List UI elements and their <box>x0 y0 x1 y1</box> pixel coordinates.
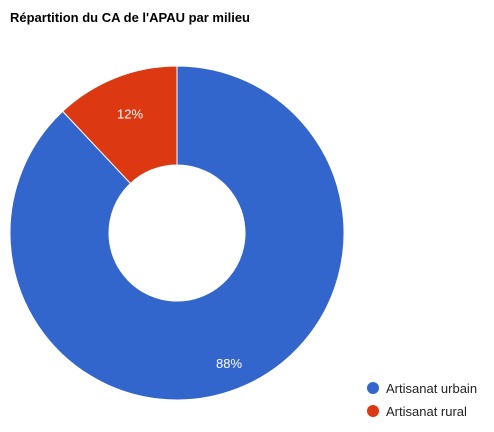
slice-label-rural: 12% <box>117 106 143 121</box>
legend-swatch-rural-icon <box>367 405 379 417</box>
legend-swatch-urbain-icon <box>367 382 379 394</box>
legend-item-rural[interactable]: Artisanat rural <box>367 401 477 421</box>
legend-label-urbain: Artisanat urbain <box>386 380 478 396</box>
legend: Artisanat urbain Artisanat rural <box>367 378 477 424</box>
donut-slice-rural[interactable] <box>61 65 178 185</box>
legend-label-rural: Artisanat rural <box>386 403 467 419</box>
slice-label-urbain: 88% <box>216 356 242 371</box>
legend-item-urbain[interactable]: Artisanat urbain <box>367 378 477 398</box>
chart-title: Répartition du CA de l'APAU par milieu <box>10 10 250 25</box>
donut-slice-urbain[interactable] <box>9 65 345 401</box>
